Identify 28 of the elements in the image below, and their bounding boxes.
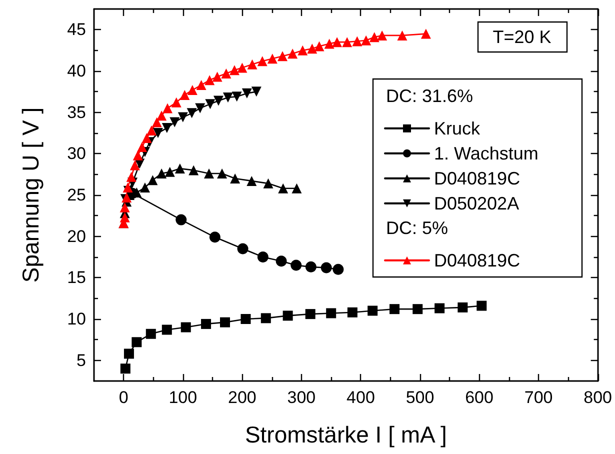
y-tick-label: 5 — [76, 350, 86, 370]
x-tick-label: 800 — [584, 388, 612, 407]
annotation: DC: 5% — [386, 218, 448, 238]
x-tick-label: 500 — [406, 388, 434, 407]
y-tick-label: 40 — [67, 62, 86, 80]
y-tick-label: 25 — [67, 186, 86, 204]
x-tick-label: 200 — [228, 388, 256, 407]
legend-label: Kruck — [434, 118, 482, 138]
annotation: T=20 K — [492, 27, 552, 47]
y-tick-label: 20 — [67, 226, 86, 246]
y-tick-label: 35 — [67, 102, 86, 122]
x-tick-label: 0 — [118, 388, 128, 407]
x-tick-label: 400 — [346, 388, 375, 407]
legend-label: D040819C — [434, 168, 520, 188]
x-tick-label: 600 — [465, 388, 494, 407]
y-tick-label: 30 — [67, 144, 86, 164]
y-tick-label: 45 — [67, 20, 86, 40]
y-tick-label: 10 — [67, 310, 86, 328]
x-tick-label: 100 — [168, 388, 198, 407]
legend-label: 1. Wachstum — [434, 143, 538, 164]
x-axis-title: Stromstärke I [ mA ] — [244, 422, 447, 448]
annotation: DC: 31.6% — [386, 86, 474, 106]
legend-label: D040819C — [434, 250, 520, 270]
x-tick-label: 700 — [524, 388, 553, 407]
y-axis-title: Spannung U [ V ] — [18, 107, 44, 283]
y-tick-label: 15 — [67, 268, 86, 288]
x-tick-label: 300 — [287, 388, 316, 407]
legend-label: D050202A — [434, 193, 520, 214]
